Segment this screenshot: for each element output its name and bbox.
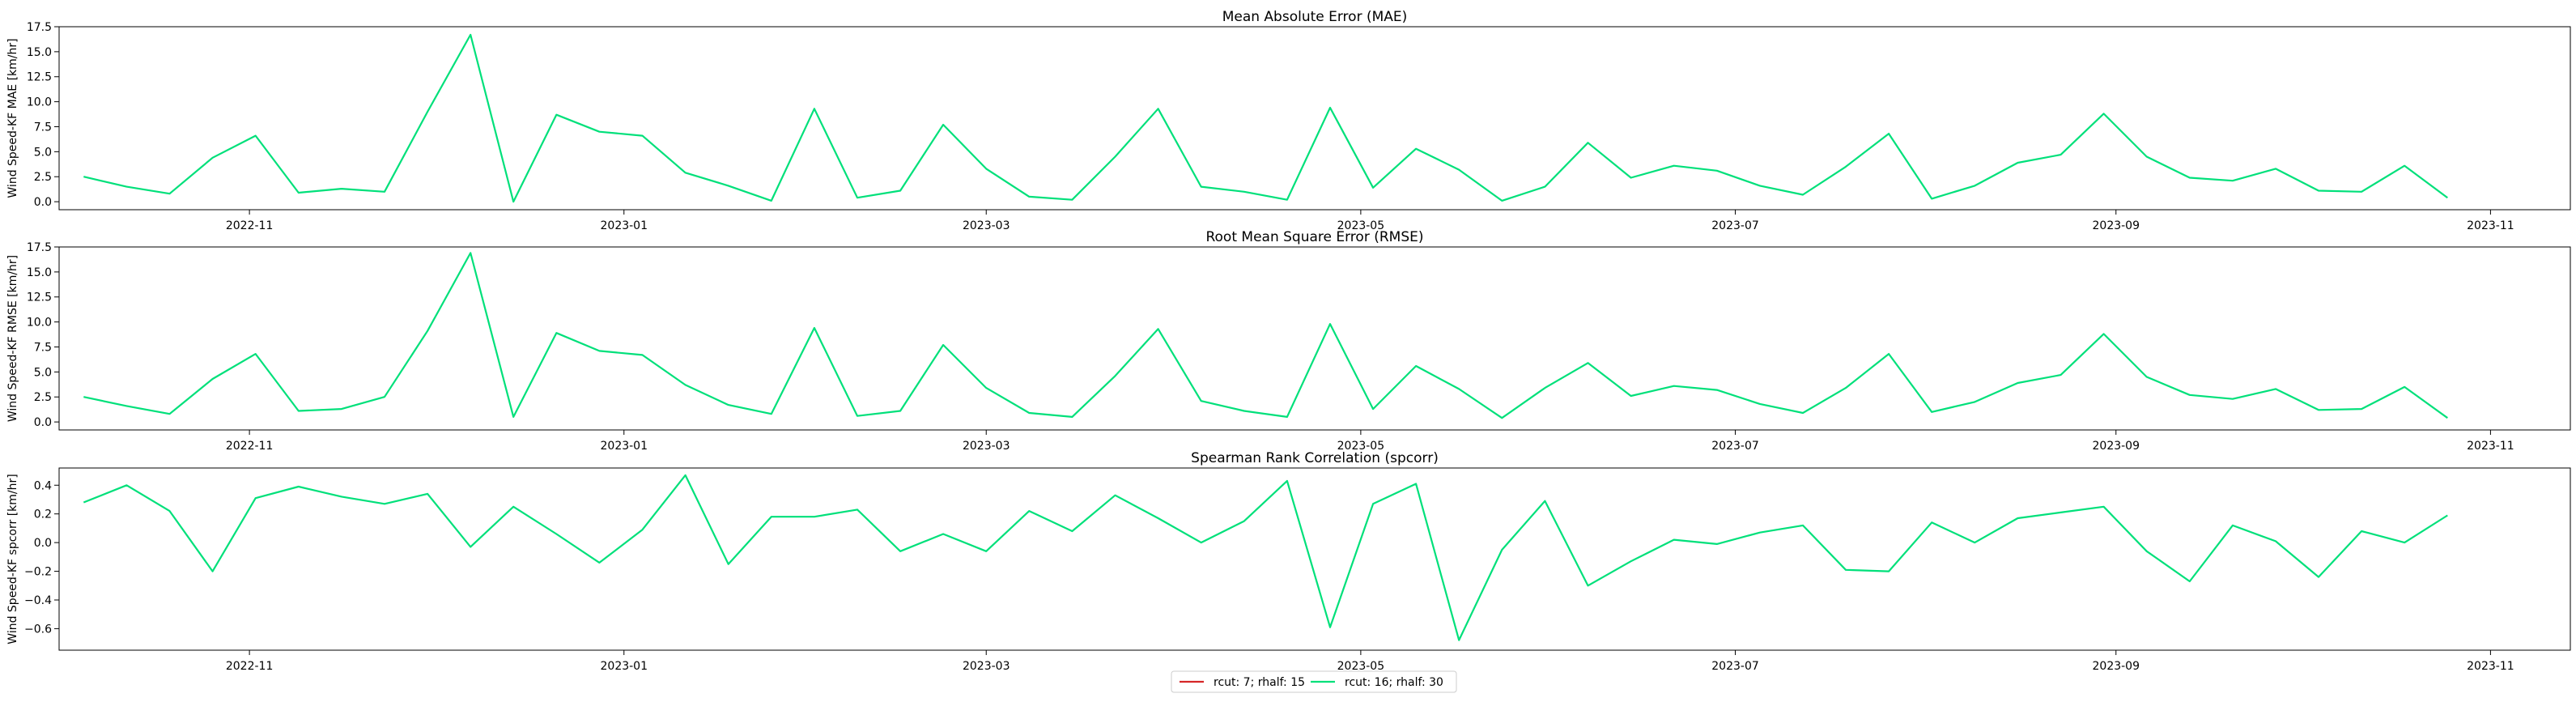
y-tick-label: 15.0: [27, 266, 52, 279]
y-tick-label: 12.5: [27, 291, 52, 304]
y-tick-label: −0.6: [24, 623, 52, 636]
x-tick-label: 2022-11: [226, 660, 274, 673]
y-tick-label: 5.0: [34, 146, 52, 159]
x-tick-label: 2023-07: [1711, 660, 1759, 673]
y-tick-label: 0.0: [34, 537, 52, 550]
x-tick-label: 2023-11: [2467, 660, 2514, 673]
y-tick-label: 0.2: [34, 508, 52, 521]
y-tick-label: 17.5: [27, 21, 52, 34]
y-tick-label: 0.0: [34, 416, 52, 429]
y-tick-label: −0.2: [24, 566, 52, 579]
panel-0: Mean Absolute Error (MAE) 0.0 2.5 5.0 7.5 10.…: [6, 9, 2571, 232]
y-tick-label: −0.4: [24, 594, 52, 607]
legend-label: rcut: 7; rhalf: 15: [1214, 676, 1305, 689]
y-tick-label: 10.0: [27, 317, 52, 330]
x-tick-label: 2023-05: [1337, 660, 1385, 673]
x-tick-label: 2023-07: [1711, 219, 1759, 232]
y-tick-label: 7.5: [34, 121, 52, 134]
y-tick-label: 10.0: [27, 96, 52, 109]
x-tick-label: 2023-11: [2467, 219, 2514, 232]
y-axis-label: Wind Speed-KF RMSE [km/hr]: [6, 255, 19, 422]
y-tick-label: 2.5: [34, 171, 52, 184]
plot-frame: [58, 26, 2571, 211]
y-axis-label: Wind Speed-KF spcorr [km/hr]: [6, 474, 19, 644]
series-line: [83, 252, 2448, 419]
y-tick-label: 12.5: [27, 71, 52, 84]
x-tick-label: 2023-03: [963, 440, 1010, 453]
y-tick-label: 0.0: [34, 196, 52, 209]
y-tick-label: 2.5: [34, 391, 52, 404]
panel-title: Spearman Rank Correlation (spcorr): [1191, 450, 1439, 466]
x-tick-label: 2023-01: [601, 660, 648, 673]
x-tick-label: 2023-07: [1711, 440, 1759, 453]
x-tick-label: 2023-01: [601, 440, 648, 453]
plot-frame: [58, 467, 2571, 651]
panel-1: Root Mean Square Error (RMSE) 0.0 2.5 5.0 7.…: [6, 229, 2571, 453]
x-tick-label: 2023-09: [2093, 440, 2140, 453]
panel-title: Root Mean Square Error (RMSE): [1205, 229, 1423, 245]
y-tick-label: 7.5: [34, 341, 52, 354]
y-tick-label: 0.4: [34, 479, 52, 492]
x-tick-label: 2023-03: [963, 660, 1010, 673]
legend: rcut: 7; rhalf: 15 rcut: 16; rhalf: 30: [1171, 670, 1457, 693]
panel-title: Mean Absolute Error (MAE): [1222, 9, 1408, 25]
x-tick-label: 2023-11: [2467, 440, 2514, 453]
y-tick-label: 5.0: [34, 366, 52, 379]
x-tick-label: 2023-05: [1337, 440, 1385, 453]
y-axis-label: Wind Speed-KF MAE [km/hr]: [6, 38, 19, 198]
x-tick-label: 2023-09: [2093, 660, 2140, 673]
y-tick-label: 17.5: [27, 241, 52, 254]
y-tick-label: 15.0: [27, 46, 52, 59]
x-tick-label: 2023-05: [1337, 219, 1385, 232]
series-line: [83, 33, 2448, 203]
legend-label: rcut: 16; rhalf: 30: [1345, 676, 1443, 689]
x-tick-label: 2022-11: [226, 440, 274, 453]
series-line: [83, 474, 2448, 641]
panel-2: Spearman Rank Correlation (spcorr) −0.6 −0…: [6, 450, 2571, 673]
plot-frame: [58, 246, 2571, 431]
x-tick-label: 2023-03: [963, 219, 1010, 232]
x-tick-label: 2023-01: [601, 219, 648, 232]
x-tick-label: 2023-09: [2093, 219, 2140, 232]
x-tick-label: 2022-11: [226, 219, 274, 232]
